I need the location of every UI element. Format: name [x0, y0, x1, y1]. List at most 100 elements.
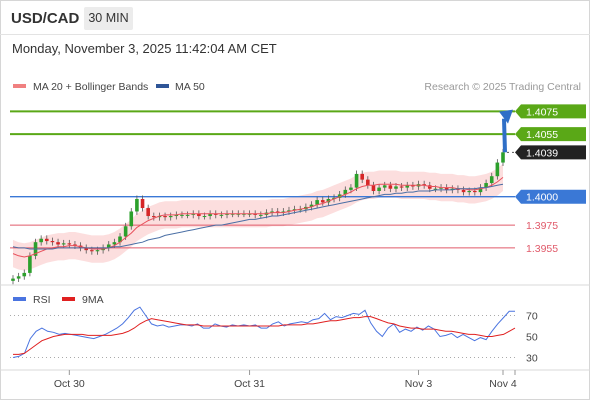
candle-body [427, 185, 432, 189]
symbol-title: USD/CAD [11, 10, 80, 27]
legend-rsi-label: RSI [33, 294, 51, 306]
candle-body [106, 244, 111, 248]
candle-body [360, 173, 364, 180]
candle-body [135, 198, 139, 212]
legend-ma50-label: MA 50 [175, 81, 205, 93]
candle-body [95, 250, 100, 252]
level-label-1.4075: 1.4075 [526, 106, 558, 118]
candle-body [84, 247, 89, 251]
legend-9ma-swatch [62, 297, 75, 301]
candle-body [433, 188, 438, 190]
candle-body [337, 194, 342, 198]
candle-body [439, 187, 443, 189]
candle-body [118, 236, 122, 243]
projection-arrow-shaft [502, 118, 507, 153]
legend-rsi-swatch [13, 297, 26, 301]
level-tag-1.4039 [515, 145, 586, 160]
candle-body [197, 213, 201, 217]
candle-body [185, 214, 190, 216]
rsi-tick-50: 50 [526, 332, 538, 344]
candle-body [129, 211, 134, 227]
candle-body [411, 185, 415, 187]
candle-body [50, 241, 55, 243]
legend-ma20-swatch [13, 84, 26, 88]
candle-body [399, 186, 404, 188]
level-label-1.4000: 1.4000 [526, 192, 558, 204]
rsi-tick-70: 70 [526, 311, 538, 323]
timestamp: Monday, November 3, 2025 11:42:04 AM CET [12, 41, 277, 56]
x-tick-label: Oct 31 [234, 378, 265, 390]
candle-body [366, 179, 370, 186]
candle-body [422, 184, 426, 186]
x-tick-label: Nov 4 [489, 378, 517, 390]
candle-body [157, 216, 162, 218]
candle-body [489, 176, 494, 184]
candle-body [484, 183, 488, 188]
candle-body [202, 216, 207, 218]
candle-body [501, 152, 505, 163]
candle-body [22, 272, 27, 277]
candle-body [208, 213, 212, 217]
level-label-1.4039: 1.4039 [526, 147, 558, 159]
candle-body [152, 216, 156, 218]
candle-body [309, 204, 314, 207]
candle-body [478, 187, 483, 193]
candle-body [253, 213, 257, 215]
watermark: Research © 2025 Trading Central [424, 81, 581, 93]
legend-ma50-swatch [156, 84, 169, 88]
candle-body [281, 211, 286, 213]
level-label-1.3955: 1.3955 [526, 243, 558, 255]
rsi-line [12, 306, 515, 358]
candle-body [112, 242, 117, 245]
level-tag-1.4075 [515, 104, 586, 119]
candle-body [377, 187, 381, 191]
candle-body [90, 250, 94, 252]
candle-body [320, 200, 325, 203]
legend-ma20-label: MA 20 + Bollinger Bands [33, 81, 148, 93]
timeframe-badge[interactable]: 30 MIN [84, 7, 133, 30]
candle-body [388, 185, 393, 189]
candle-body [140, 198, 145, 209]
level-label-1.4055: 1.4055 [526, 129, 558, 141]
candle-body [315, 200, 319, 205]
candle-body [292, 209, 297, 211]
candle-body [163, 216, 167, 218]
candle-body [495, 162, 500, 177]
candle-body [28, 255, 32, 273]
candle-body [44, 238, 49, 242]
candle-body [270, 211, 274, 213]
candle-body [467, 191, 472, 193]
candle-body [219, 214, 224, 216]
rsi-ma9-line [13, 316, 516, 355]
bollinger-band [13, 163, 503, 271]
candle-body [39, 238, 43, 243]
candle-body [168, 216, 173, 218]
candle-body [354, 173, 359, 188]
level-tag-1.4000 [515, 189, 586, 204]
level-tag-1.4055 [515, 127, 586, 142]
legend-9ma-label: 9MA [82, 294, 104, 306]
candle-body [123, 226, 128, 237]
rsi-tick-30: 30 [526, 353, 538, 365]
candle-body [450, 188, 455, 190]
candle-body [382, 185, 387, 188]
candle-body [180, 214, 184, 216]
ma20-line [12, 177, 504, 258]
candle-body [259, 214, 263, 216]
candle-body [405, 185, 410, 188]
candle-body [11, 278, 15, 281]
candle-body [343, 189, 348, 195]
candle-body [287, 210, 291, 212]
candle-body [146, 208, 150, 217]
candle-body [275, 211, 280, 213]
candle-body [461, 189, 466, 193]
header-divider [0, 34, 590, 35]
candle-body [213, 213, 218, 215]
candle-body [394, 186, 398, 189]
x-tick-label: Oct 30 [54, 378, 85, 390]
candle-body [371, 185, 376, 191]
candle-body [444, 187, 449, 190]
candle-body [56, 242, 60, 245]
candle-body [16, 276, 21, 279]
